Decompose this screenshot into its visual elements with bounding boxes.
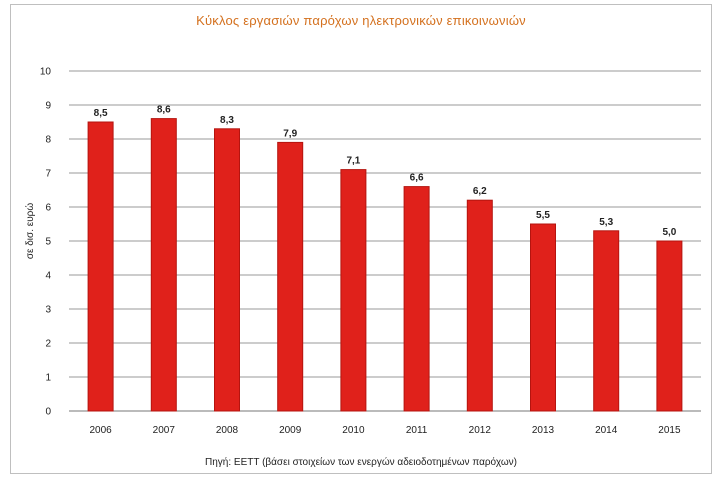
x-tick-label-2006: 2006 (89, 425, 112, 436)
x-tick-label-2010: 2010 (342, 425, 365, 436)
data-label-2008: 8,3 (220, 115, 234, 126)
x-tick-label-2007: 2007 (153, 425, 176, 436)
bar-2007 (150, 118, 177, 412)
bar-chart: 0 1 2 3 4 5 6 7 8 9 10 8,5 2006 8,6 2007 8,3 2008 7,9 2009… (24, 67, 701, 436)
y-tick-label: 6 (45, 203, 51, 214)
bar-2006 (87, 121, 114, 412)
y-tick-label: 3 (45, 305, 51, 316)
data-label-2007: 8,6 (157, 105, 171, 116)
y-axis-title: σε δισ. ευρώ (24, 203, 36, 260)
bar-2010 (340, 169, 367, 412)
bar-2009 (277, 141, 304, 412)
y-tick-label: 8 (45, 135, 51, 146)
bar-2013 (530, 223, 556, 412)
y-tick-label: 5 (45, 237, 51, 248)
x-tick-label-2012: 2012 (469, 425, 492, 436)
chart-frame: Κύκλος εργασιών παρόχων ηλεκτρονικών επι… (10, 4, 712, 474)
data-label-2013: 5,5 (536, 210, 550, 221)
x-tick-label-2009: 2009 (279, 425, 302, 436)
y-tick-label: 9 (45, 101, 51, 112)
data-label-2010: 7,1 (346, 156, 360, 167)
bar-2008 (214, 128, 240, 412)
data-label-2011: 6,6 (410, 173, 424, 184)
x-tick-label-2014: 2014 (595, 425, 618, 436)
y-tick-label: 4 (45, 271, 51, 282)
data-label-2014: 5,3 (599, 217, 613, 228)
x-tick-label-2011: 2011 (406, 425, 428, 436)
x-tick-label-2015: 2015 (658, 425, 681, 436)
data-label-2012: 6,2 (473, 186, 487, 197)
bar-2014 (593, 230, 620, 412)
data-label-2015: 5,0 (662, 227, 676, 238)
data-label-2006: 8,5 (94, 108, 108, 119)
bar-2012 (466, 199, 493, 412)
chart-title: Κύκλος εργασιών παρόχων ηλεκτρονικών επι… (196, 13, 526, 28)
y-tick-label: 0 (45, 407, 51, 418)
bar-2015 (656, 240, 683, 412)
data-label-2009: 7,9 (283, 128, 297, 139)
x-tick-label-2013: 2013 (532, 425, 555, 436)
bar-2011 (403, 186, 430, 412)
x-tick-label-2008: 2008 (216, 425, 239, 436)
y-tick-label: 10 (40, 67, 52, 78)
y-tick-label: 1 (45, 373, 51, 384)
y-tick-label: 7 (45, 169, 51, 180)
y-tick-label: 2 (45, 339, 51, 350)
source-note: Πηγή: ΕΕΤΤ (βάσει στοιχείων των ενεργών … (205, 457, 517, 468)
